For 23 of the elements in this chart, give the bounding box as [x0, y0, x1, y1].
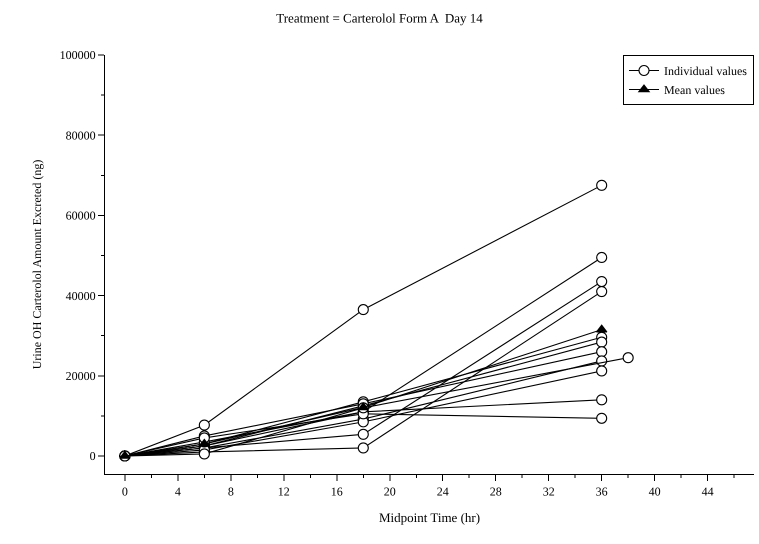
x-tick-label: 44	[702, 484, 714, 498]
y-axis-title: Urine OH Carterolol Amount Excreted (ng)	[30, 160, 44, 370]
y-tick-label: 40000	[66, 288, 96, 303]
y-tick-label: 60000	[66, 208, 96, 223]
legend-label: Mean values	[664, 83, 726, 98]
x-tick-label: 16	[330, 484, 343, 498]
chart-title: Treatment = Carterolol Form A Day 14	[276, 10, 484, 26]
x-tick-label: 20	[384, 484, 396, 498]
x-axis-title: Midpoint Time (hr)	[378, 510, 480, 525]
x-tick-label: 40	[648, 484, 661, 498]
x-tick-label: 28	[490, 484, 502, 498]
y-tick-label: 20000	[66, 368, 96, 383]
x-tick-label: 36	[596, 484, 608, 498]
x-tick-label: 4	[174, 484, 181, 498]
x-tick-label: 0	[122, 484, 128, 498]
y-tick-label: 100000	[60, 48, 96, 62]
y-tick-label: 0	[90, 449, 96, 464]
x-tick-label: 8	[228, 484, 234, 498]
y-tick-label: 80000	[66, 128, 96, 142]
x-tick-label: 24	[436, 484, 449, 498]
x-tick-label: 32	[542, 484, 555, 498]
x-tick-label: 12	[278, 484, 290, 498]
legend-label: Individual values	[664, 64, 748, 78]
